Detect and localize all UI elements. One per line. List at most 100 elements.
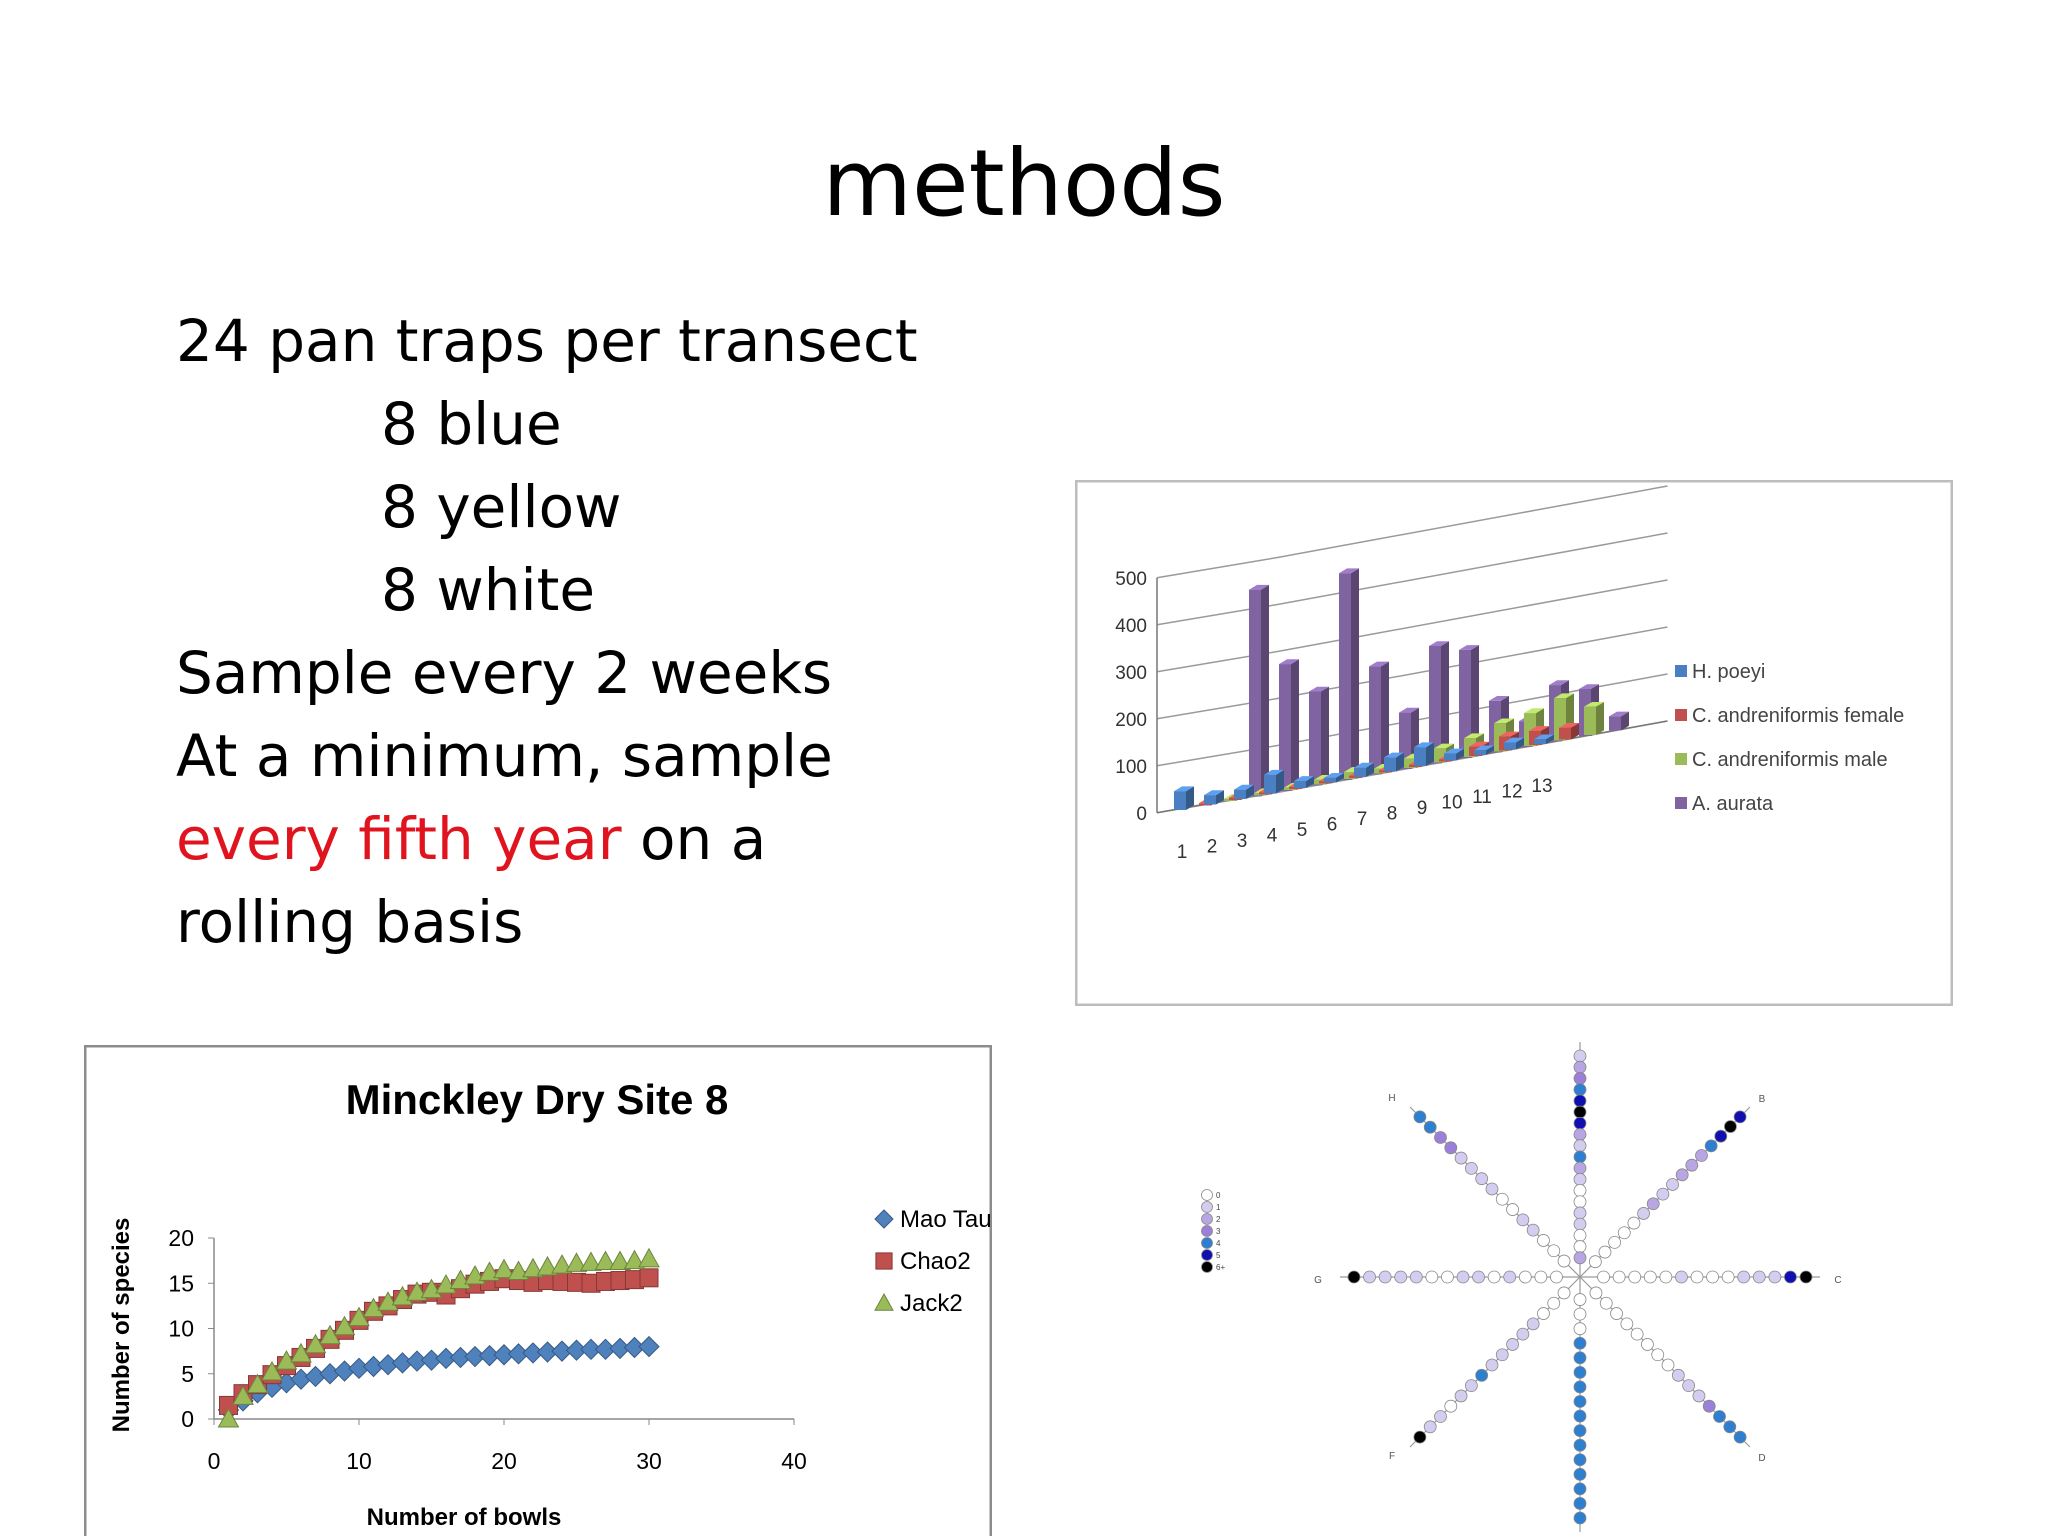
- arm-label: H: [1388, 1093, 1395, 1104]
- data-point: [639, 1268, 659, 1288]
- trap-marker: [1456, 1270, 1470, 1284]
- legend-entry: Jack2: [874, 1290, 963, 1317]
- trap-marker: [1573, 1172, 1587, 1186]
- trap-marker: [1643, 1270, 1657, 1284]
- trap-marker: [1656, 1187, 1670, 1201]
- legend-label: 0: [1216, 1191, 1221, 1200]
- trap-marker: [1597, 1270, 1610, 1284]
- x-tick-label: 8: [1387, 804, 1398, 825]
- x-tick-label: 40: [781, 1448, 807, 1474]
- trap-marker: [1589, 1286, 1603, 1300]
- slide-title: methods: [822, 130, 1226, 237]
- trap-marker: [1768, 1270, 1782, 1284]
- trap-marker: [1534, 1270, 1548, 1284]
- legend-entry: A. aurata: [1675, 793, 1774, 815]
- legend-entry: 3: [1201, 1225, 1221, 1237]
- trap-marker: [1485, 1182, 1499, 1196]
- arm-label: G: [1314, 1275, 1322, 1286]
- trap-marker: [1550, 1270, 1563, 1284]
- x-tick-label: 13: [1531, 776, 1552, 797]
- trap-marker: [1557, 1286, 1571, 1300]
- trap-marker: [1573, 1365, 1587, 1379]
- trap-marker: [1573, 1336, 1587, 1350]
- arm-label: B: [1759, 1094, 1766, 1105]
- trap-marker: [1573, 1322, 1587, 1336]
- data-point: [246, 1373, 269, 1394]
- bar: [1339, 568, 1359, 780]
- trap-marker: [1363, 1270, 1376, 1284]
- arm-label: F: [1389, 1451, 1395, 1462]
- trap-marker: [1573, 1049, 1587, 1063]
- legend-entry: 2: [1201, 1213, 1221, 1225]
- trap-marker: [1627, 1216, 1641, 1230]
- data-point: [261, 1360, 283, 1381]
- trap-marker: [1637, 1207, 1650, 1220]
- trap-marker: [1413, 1430, 1427, 1444]
- data-point: [875, 1252, 893, 1270]
- x-tick-label: 3: [1237, 831, 1248, 852]
- trap-marker: [1573, 1072, 1587, 1085]
- bar: [1429, 641, 1449, 764]
- trap-marker: [1557, 1254, 1571, 1268]
- trap-marker: [1444, 1141, 1458, 1155]
- bar: [1234, 784, 1254, 799]
- x-tick-label: 10: [346, 1448, 372, 1474]
- bullet-line-indented: 8 white: [381, 556, 596, 624]
- bullet-text: on a: [621, 805, 767, 873]
- trap-marker: [1573, 1184, 1587, 1197]
- data-point: [377, 1291, 399, 1311]
- bar: [1264, 769, 1284, 794]
- trap-marker: [1495, 1348, 1509, 1362]
- trap-marker: [1573, 1293, 1587, 1306]
- trap-marker: [1608, 1235, 1622, 1249]
- trap-marker: [1516, 1213, 1530, 1227]
- highlight-text: every fifth year: [176, 805, 622, 873]
- gridline: [1156, 626, 1668, 720]
- bar: [1324, 773, 1344, 783]
- trap-marker: [1628, 1270, 1642, 1284]
- trap-marker: [1799, 1270, 1813, 1284]
- bullet-line-indented: 8 blue: [381, 390, 562, 458]
- bar: [1249, 584, 1269, 797]
- data-point: [580, 1251, 602, 1271]
- data-point: [580, 1338, 602, 1361]
- trap-marker: [1573, 1453, 1587, 1467]
- trap-marker: [1434, 1410, 1447, 1423]
- bullet-line: Sample every 2 weeks: [176, 639, 833, 707]
- trap-marker: [1573, 1116, 1587, 1130]
- trap-marker: [1573, 1351, 1587, 1365]
- bar: [1294, 776, 1314, 788]
- bar: [1504, 737, 1524, 750]
- bar: [1444, 748, 1464, 761]
- trap-marker: [1733, 1110, 1747, 1124]
- legend-entry: Chao2: [875, 1248, 971, 1275]
- x-tick-label: 4: [1267, 826, 1278, 847]
- data-point: [232, 1385, 254, 1405]
- trap-marker: [1464, 1379, 1478, 1393]
- y-tick-label: 300: [1115, 663, 1147, 684]
- data-point: [551, 1254, 573, 1274]
- trap-marker: [1704, 1139, 1718, 1153]
- gridline: [1156, 485, 1668, 579]
- trap-marker: [1475, 1368, 1489, 1382]
- trap-marker: [1706, 1270, 1719, 1284]
- legend-label: 6+: [1216, 1263, 1225, 1272]
- x-tick-label: 2: [1207, 837, 1218, 858]
- trap-marker: [1573, 1161, 1587, 1175]
- y-tick-label: 200: [1115, 710, 1147, 731]
- trap-marker: [1724, 1120, 1737, 1133]
- trap-marker: [1573, 1240, 1587, 1253]
- trap-marker: [1526, 1317, 1540, 1331]
- trap-marker: [1612, 1270, 1626, 1284]
- trap-marker: [1394, 1270, 1408, 1284]
- data-point: [362, 1297, 385, 1318]
- data-point: [522, 1257, 544, 1278]
- data-point: [217, 1407, 240, 1428]
- bar: [1534, 734, 1554, 744]
- x-tick-label: 10: [1441, 793, 1462, 814]
- trap-marker: [1444, 1399, 1458, 1413]
- data-point: [536, 1255, 559, 1276]
- y-tick-label: 0: [1136, 804, 1147, 825]
- trap-marker: [1434, 1131, 1447, 1144]
- legend-label: 1: [1216, 1203, 1221, 1212]
